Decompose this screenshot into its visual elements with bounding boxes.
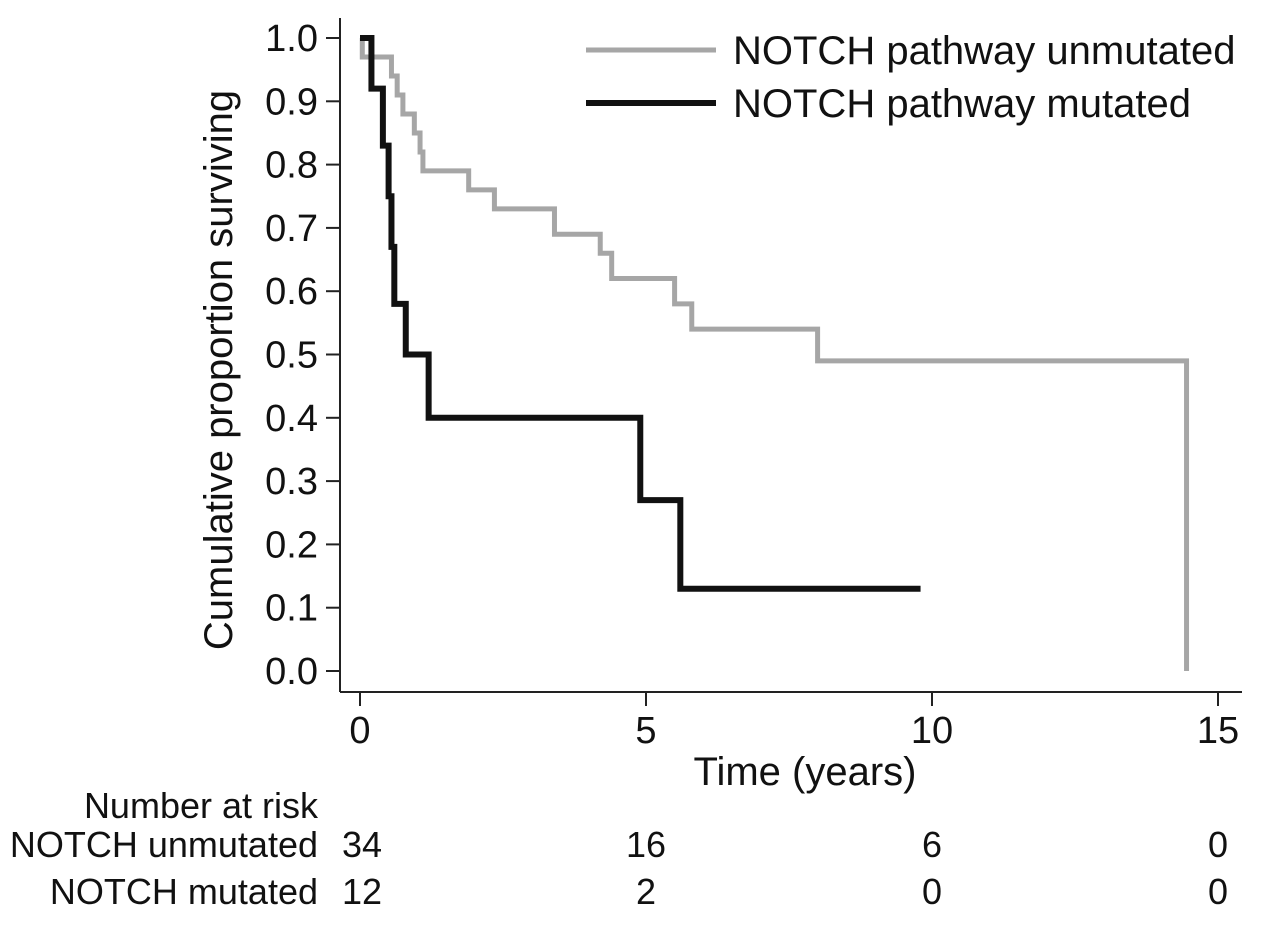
y-tick-label: 0.6	[265, 271, 318, 313]
y-tick-label: 0.8	[265, 145, 318, 187]
y-tick-label: 0.1	[265, 588, 318, 630]
risk-row-label: NOTCH unmutated	[10, 824, 318, 865]
x-tick-label: 10	[911, 710, 953, 752]
y-tick-label: 0.5	[265, 335, 318, 377]
risk-count: 2	[636, 871, 656, 912]
y-axis-title: Cumulative proportion surviving	[197, 90, 241, 650]
y-tick-label: 1.0	[265, 18, 318, 60]
risk-count: 12	[342, 871, 382, 912]
legend-label: NOTCH pathway unmutated	[733, 29, 1235, 73]
x-axis-ticks: 0 5 10 15	[349, 692, 1239, 752]
y-tick-label: 0.3	[265, 461, 318, 503]
risk-count: 0	[1208, 871, 1228, 912]
risk-count: 0	[922, 871, 942, 912]
x-tick-label: 5	[635, 710, 656, 752]
x-tick-label: 15	[1197, 710, 1239, 752]
risk-count: 34	[342, 824, 382, 865]
series-line-mutated	[360, 35, 921, 592]
x-axis-title: Time (years)	[694, 750, 917, 794]
risk-table-header: Number at risk	[84, 785, 319, 826]
y-tick-label: 0.2	[265, 524, 318, 566]
y-tick-label: 0.7	[265, 208, 318, 250]
y-axis-ticks: 0.0 0.1 0.2 0.3 0.4 0.5 0.6 0.7 0.8 0.9 1.0	[265, 18, 340, 693]
series-layer	[359, 35, 1190, 671]
y-tick-label: 0.9	[265, 81, 318, 123]
risk-row-label: NOTCH mutated	[50, 871, 318, 912]
risk-count: 6	[922, 824, 942, 865]
legend-label: NOTCH pathway mutated	[733, 82, 1191, 126]
x-tick-label: 0	[349, 710, 370, 752]
risk-table: Number at risk NOTCH unmutated 34 16 6 0 NOTC…	[10, 785, 1228, 912]
y-tick-label: 0.0	[265, 651, 318, 693]
series-line-unmutated	[359, 35, 1190, 671]
risk-count: 16	[626, 824, 666, 865]
legend: NOTCH pathway unmutated NOTCH pathway mut…	[586, 29, 1235, 126]
risk-count: 0	[1208, 824, 1228, 865]
y-tick-label: 0.4	[265, 398, 318, 440]
